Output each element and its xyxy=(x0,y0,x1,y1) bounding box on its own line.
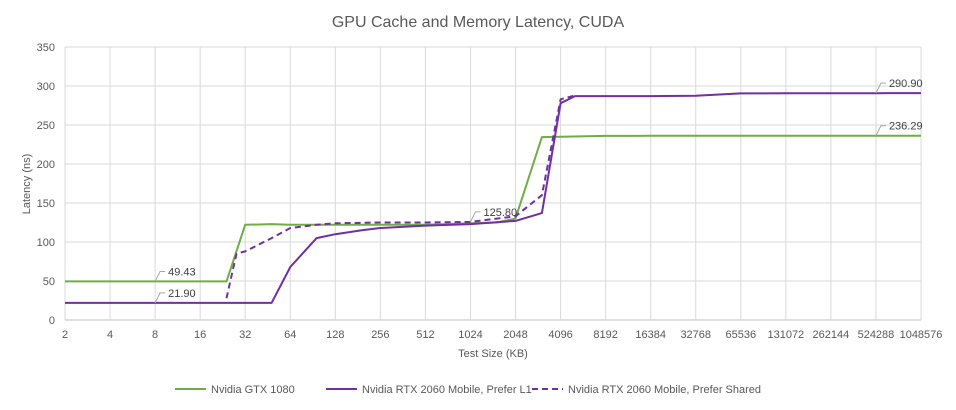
x-tick-label: 128 xyxy=(326,329,344,341)
annotation-leader xyxy=(470,211,481,223)
x-tick-label: 32768 xyxy=(680,329,711,341)
y-tick-label: 150 xyxy=(37,198,55,210)
y-tick-label: 50 xyxy=(43,276,55,288)
annotation-label: 236.29 xyxy=(889,121,923,133)
y-axis-title: Latency (ns) xyxy=(21,154,33,215)
legend-label-1: Nvidia GTX 1080 xyxy=(211,384,295,396)
y-tick-label: 200 xyxy=(37,159,55,171)
legend: Nvidia GTX 1080 Nvidia RTX 2060 Mobile, P… xyxy=(175,384,761,396)
y-tick-label: 250 xyxy=(37,120,55,132)
x-tick-label: 1024 xyxy=(458,329,482,341)
gridlines xyxy=(64,46,922,321)
chart-title: GPU Cache and Memory Latency, CUDA xyxy=(332,14,625,31)
annotation-leader xyxy=(875,82,886,94)
data-annotations: 49.43 21.90 125.80 290.90 236.29 xyxy=(154,78,923,304)
x-tick-label: 2 xyxy=(62,329,68,341)
x-tick-label: 4 xyxy=(107,329,113,341)
x-tick-label: 8 xyxy=(152,329,158,341)
annotation-label: 290.90 xyxy=(889,78,923,90)
x-tick-label: 16 xyxy=(194,329,206,341)
x-tick-label: 524288 xyxy=(858,329,895,341)
x-tick-label: 8192 xyxy=(593,329,617,341)
x-tick-label: 32 xyxy=(239,329,251,341)
annotation-label: 49.43 xyxy=(168,266,196,278)
x-tick-label: 65536 xyxy=(725,329,756,341)
y-tick-label: 350 xyxy=(37,42,55,54)
x-tick-label: 2048 xyxy=(503,329,527,341)
series-lines xyxy=(65,92,922,304)
x-axis-ticks: 2 4 8 16 32 64 128 256 512 1024 2048 4096 8192 16384 3… xyxy=(62,329,942,341)
series-line-2 xyxy=(65,92,922,304)
x-tick-label: 262144 xyxy=(813,329,850,341)
annotation-leader xyxy=(154,270,166,282)
x-axis-title: Test Size (KB) xyxy=(458,348,528,360)
annotation-label: 125.80 xyxy=(483,207,517,219)
annotation-label: 21.90 xyxy=(168,288,196,300)
x-tick-label: 256 xyxy=(371,329,389,341)
x-tick-label: 4096 xyxy=(548,329,572,341)
x-tick-label: 512 xyxy=(416,329,434,341)
annotation-leader xyxy=(875,125,886,136)
y-axis-ticks: 0 50 100 150 200 250 300 350 xyxy=(37,42,55,327)
series-line-3 xyxy=(225,94,576,299)
y-tick-label: 0 xyxy=(49,315,55,327)
legend-label-2: Nvidia RTX 2060 Mobile, Prefer L1 xyxy=(362,384,532,396)
legend-label-3: Nvidia RTX 2060 Mobile, Prefer Shared xyxy=(568,384,761,396)
x-tick-label: 16384 xyxy=(635,329,666,341)
x-tick-label: 131072 xyxy=(767,329,804,341)
y-tick-label: 100 xyxy=(37,237,55,249)
annotation-leader xyxy=(154,292,166,304)
y-tick-label: 300 xyxy=(37,81,55,93)
x-tick-label: 64 xyxy=(284,329,296,341)
x-tick-label: 1048576 xyxy=(900,329,943,341)
